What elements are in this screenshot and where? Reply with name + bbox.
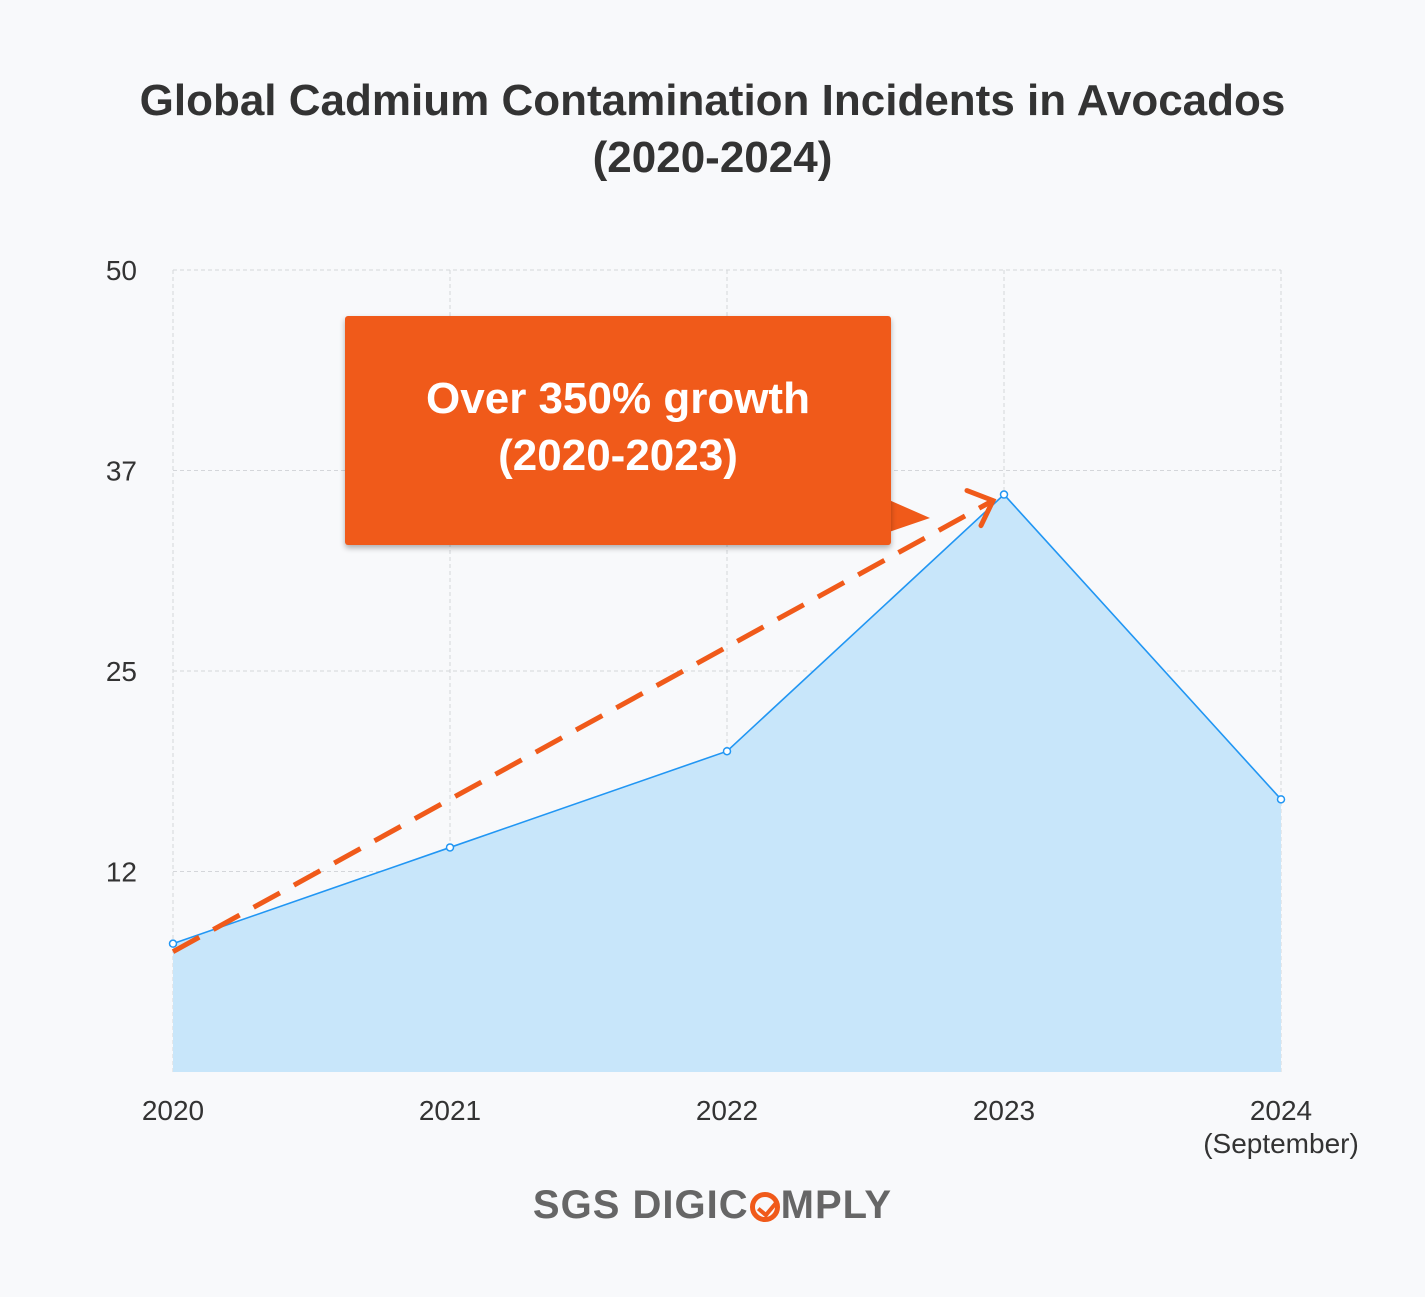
data-point — [445, 843, 455, 852]
logo-text-end: MPLY — [780, 1183, 893, 1227]
y-tick-label: 37 — [106, 456, 137, 487]
trend-arrow-head — [964, 488, 997, 529]
x-tick-label: 2021 — [419, 1095, 481, 1126]
data-point — [999, 490, 1009, 499]
logo-text-start: SGS DIGIC — [532, 1183, 749, 1227]
y-tick-label: 25 — [106, 656, 137, 687]
sgs-digicomply-logo: SGS DIGIC MPLY — [0, 1183, 1425, 1228]
annotation-line-1: Over 350% growth — [426, 374, 810, 423]
title-line-2: (2020-2024) — [592, 133, 833, 182]
data-point — [1276, 795, 1286, 804]
chart-title: Global Cadmium Contamination Incidents i… — [0, 72, 1425, 186]
annotation-line-2: (2020-2023) — [498, 431, 738, 480]
y-tick-label: 12 — [106, 857, 137, 888]
x-tick-label: 2023 — [973, 1095, 1035, 1126]
growth-annotation: Over 350% growth (2020-2023) — [345, 316, 891, 545]
data-point — [168, 939, 178, 948]
check-circle-icon — [749, 1192, 780, 1222]
y-tick-label: 50 — [106, 255, 137, 286]
data-point — [722, 746, 732, 756]
x-tick-label: 2022 — [696, 1095, 758, 1126]
annotation-pointer — [889, 500, 930, 532]
x-tick-label: 2020 — [142, 1095, 204, 1126]
title-line-1: Global Cadmium Contamination Incidents i… — [139, 76, 1286, 125]
area-fill — [173, 494, 1281, 1072]
trend-arrow-line — [171, 498, 995, 954]
x-tick-label: 2024 — [1250, 1095, 1312, 1126]
x-tick-label: (September) — [1203, 1128, 1359, 1159]
